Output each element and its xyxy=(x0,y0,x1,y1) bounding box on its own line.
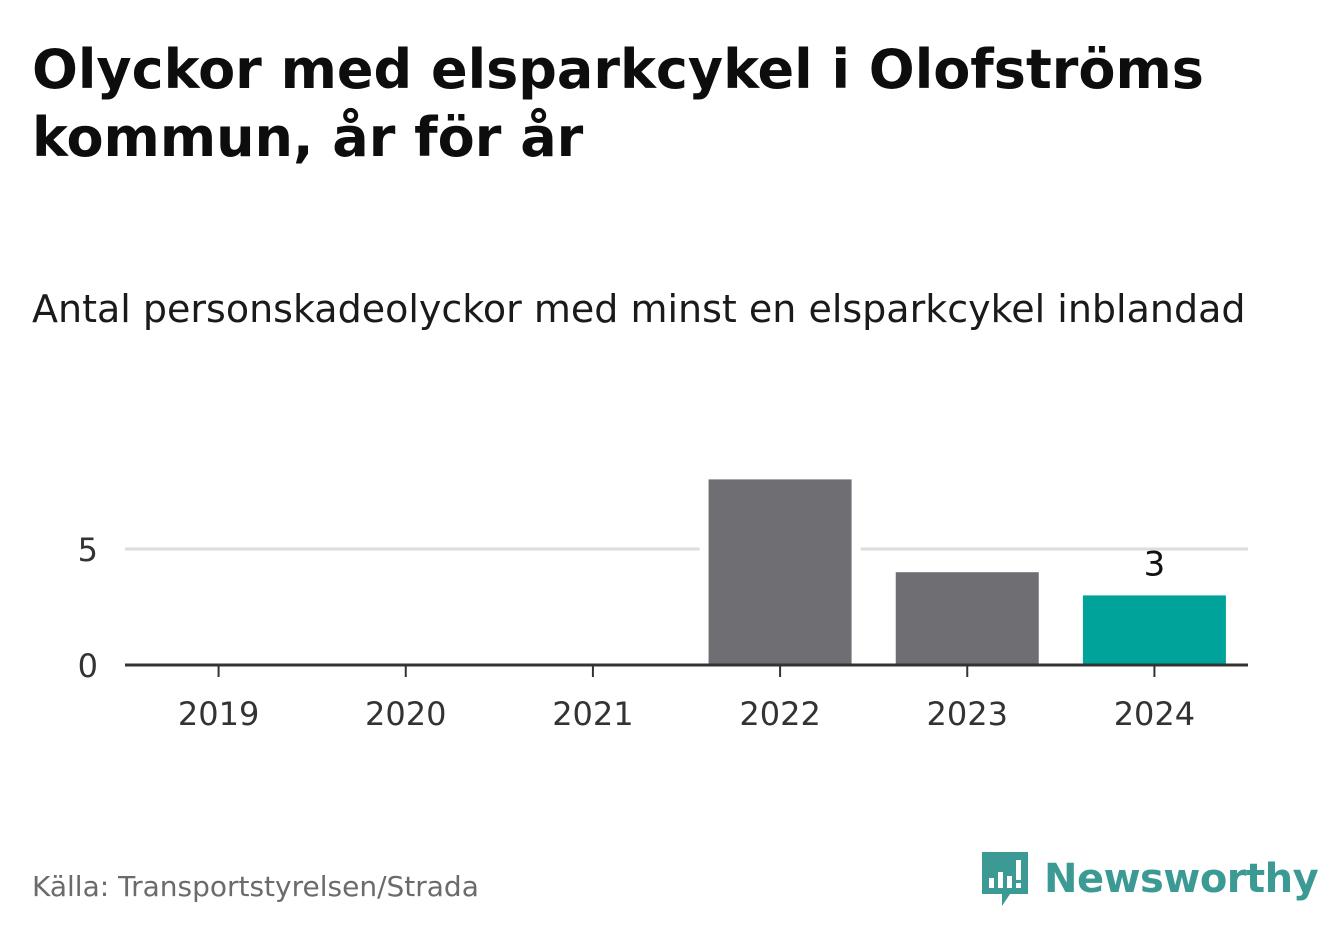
data-label-2024: 3 xyxy=(1144,544,1166,584)
x-tick-label-2021: 2021 xyxy=(552,695,633,733)
newsworthy-logo-icon xyxy=(982,852,1028,906)
x-tick-label-2020: 2020 xyxy=(365,695,446,733)
brand-logo: Newsworthy xyxy=(980,848,1319,910)
x-tick-label-2022: 2022 xyxy=(739,695,820,733)
chart-title: Olyckor med elsparkcykel i Olofströms ko… xyxy=(32,38,1204,169)
x-tick-label-2023: 2023 xyxy=(927,695,1008,733)
bar-chart: 2019 2020 2021 2022 2023 2024 0 5 3 xyxy=(78,477,1248,733)
brand-name: Newsworthy xyxy=(1044,856,1319,902)
source-note: Källa: Transportstyrelsen/Strada xyxy=(32,870,479,903)
chart-subtitle: Antal personskadeolyckor med minst en el… xyxy=(32,287,1246,331)
x-tick-label-2019: 2019 xyxy=(178,695,259,733)
bar-2023 xyxy=(895,572,1039,665)
x-tick-label-2024: 2024 xyxy=(1114,695,1195,733)
y-tick-label-5: 5 xyxy=(78,531,98,569)
bar-2022 xyxy=(708,479,852,665)
y-tick-label-0: 0 xyxy=(78,647,98,685)
bar-2024 xyxy=(1082,595,1226,665)
